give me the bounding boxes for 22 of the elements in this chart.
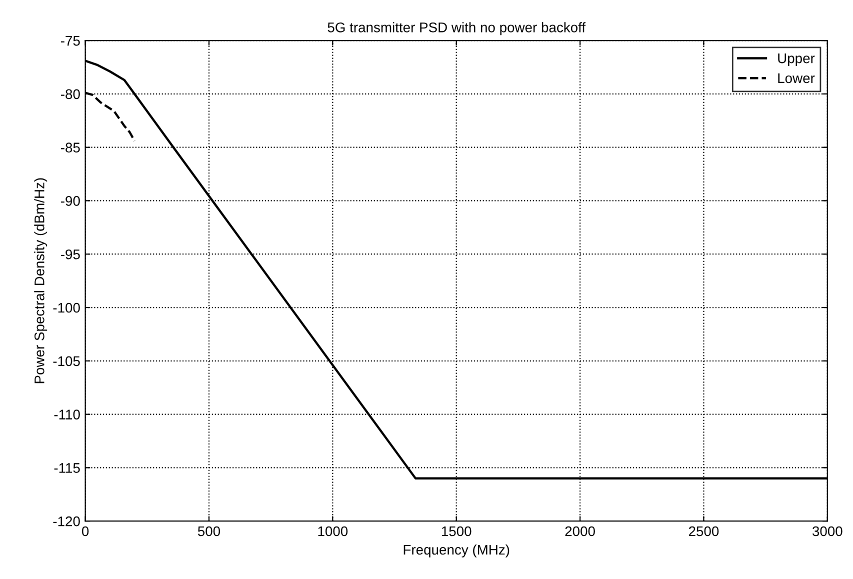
x-tick-label: 2500 [688,526,719,536]
y-tick-label: -95 [60,249,80,260]
y-tick-label: -110 [54,410,80,420]
x-tick-label: 500 [198,526,220,536]
x-tick-label: 1500 [442,526,472,536]
y-tick-label: -90 [60,196,80,206]
y-tick-label: -115 [54,463,80,473]
y-axis-title: Power Spectral Density (dBm/Hz) [34,178,48,384]
x-tick-label: 0 [82,526,89,536]
x-axis-title: Frequency (MHz) [404,544,510,558]
x-tick-label: 3000 [812,526,842,536]
y-tick-label: -105 [53,356,80,366]
y-tick-label: -100 [53,302,80,313]
x-tick-label: 2000 [565,526,595,536]
legend-label: Upper [778,54,815,66]
y-tick-label: -120 [53,516,80,526]
x-tick-label: 1000 [318,526,348,536]
y-tick-label: -75 [60,36,80,46]
legend-label: Lower [778,73,815,84]
y-tick-label: -80 [60,89,80,100]
y-tick-label: -85 [60,142,80,152]
chart-title: 5G transmitter PSD with no power backoff [328,22,586,36]
